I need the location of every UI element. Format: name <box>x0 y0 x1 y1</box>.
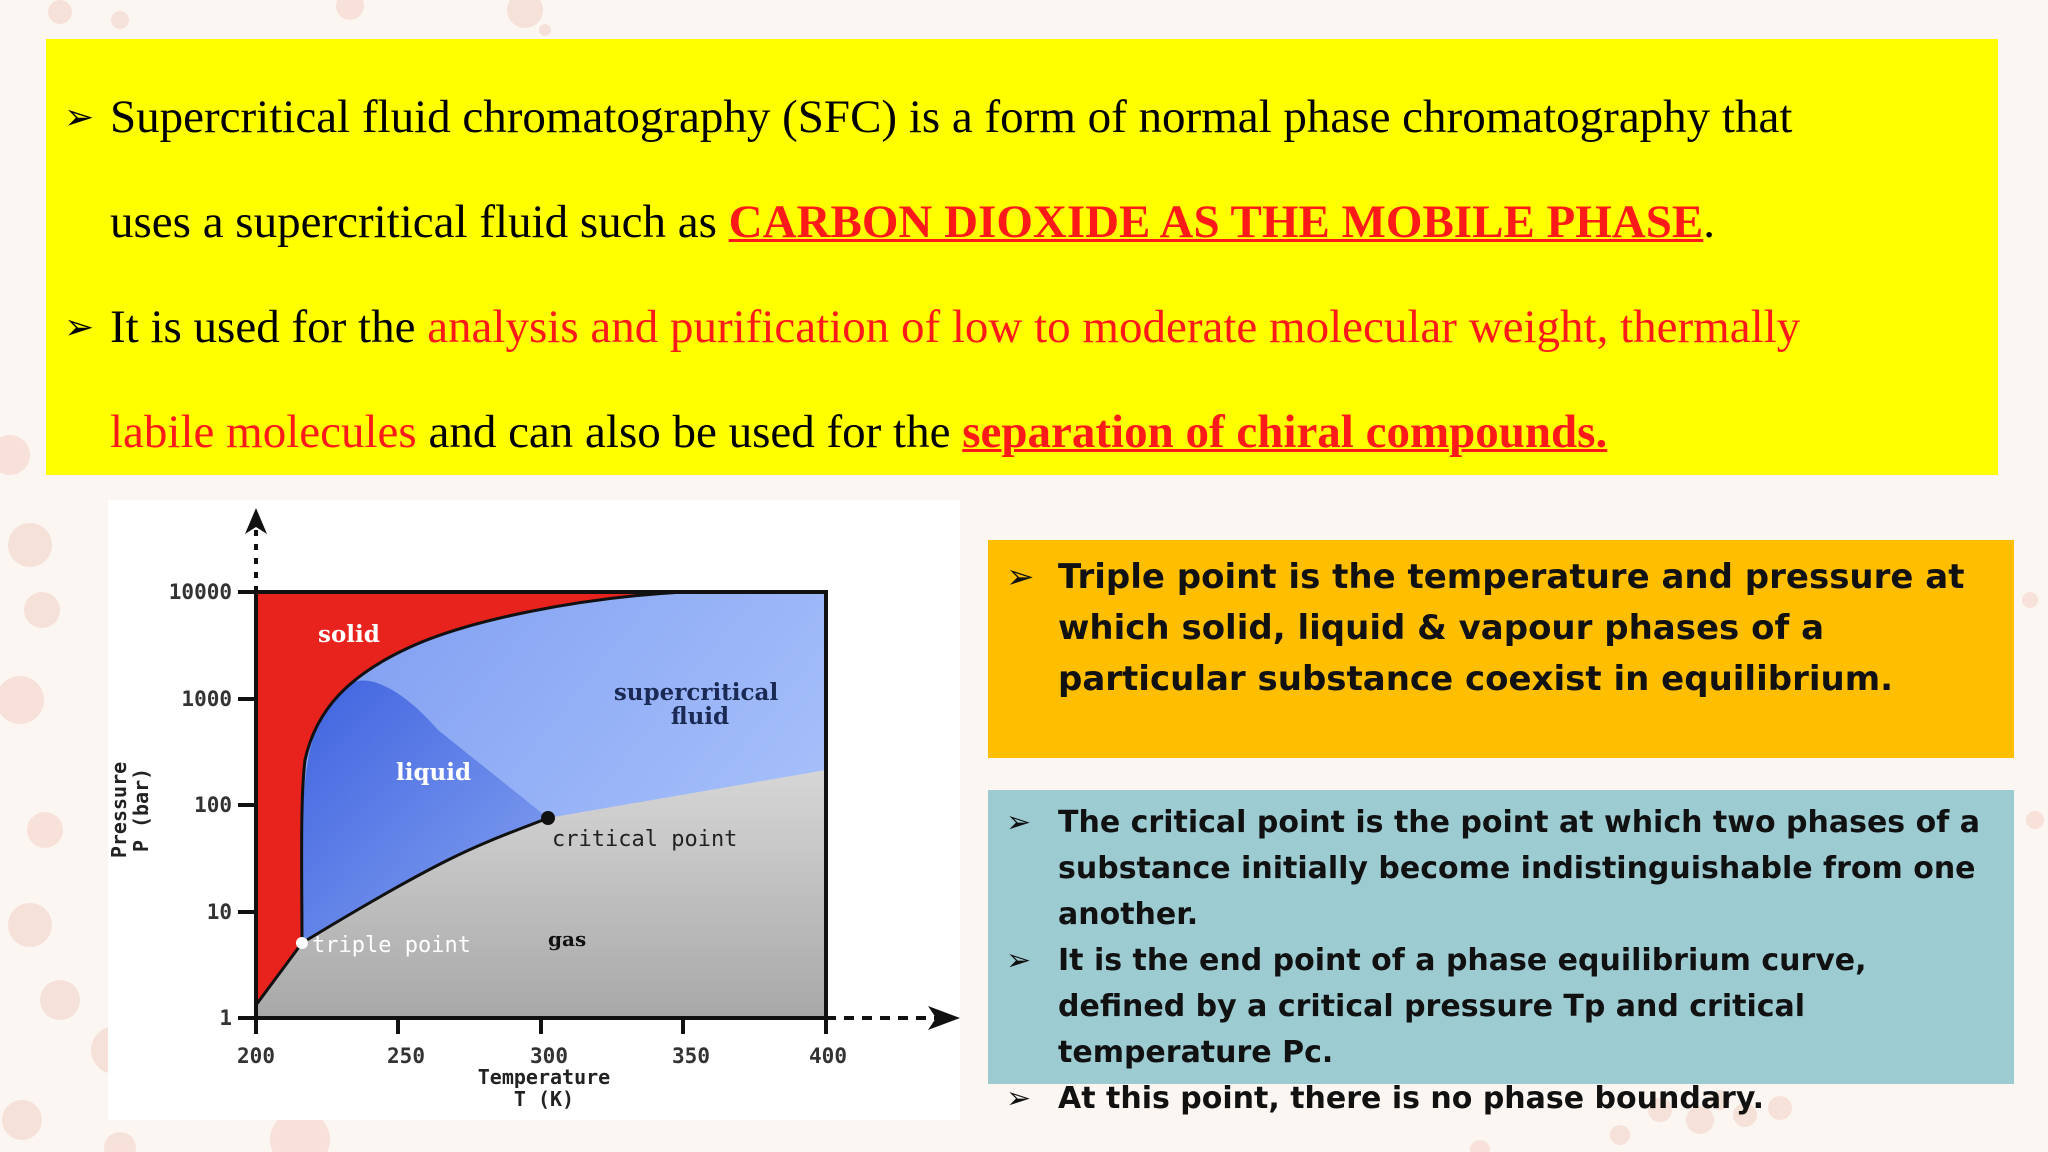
triple-point-box: ➢ Triple point is the temperature and pr… <box>988 540 2014 758</box>
solid-liquid-boundary <box>300 590 684 944</box>
critical-point-label: critical point <box>552 827 737 852</box>
intro-text: and can also be used for the <box>416 406 963 458</box>
critical-point-text: It is the end point of a phase equilibri… <box>1058 943 1867 1070</box>
solid-gas-boundary <box>254 942 304 1006</box>
region-gas-fill <box>256 770 826 1018</box>
supercritical-region-label-2: fluid <box>671 703 729 730</box>
y-tick-label: 10000 <box>169 580 232 604</box>
intro-line-4: labile molecules and can also be used fo… <box>64 380 1968 485</box>
analysis-highlight: labile molecules <box>110 406 417 458</box>
x-axis-label-unit: T (K) <box>514 1087 574 1111</box>
y-tick-label: 1000 <box>181 687 232 711</box>
intro-line-2: uses a supercritical fluid such as CARBO… <box>64 170 1968 275</box>
critical-point-item: ➢ At this point, there is no phase bound… <box>1006 1076 1996 1122</box>
critical-point-text: The critical point is the point at which… <box>1058 805 1980 932</box>
critical-point-text: At this point, there is no phase boundar… <box>1058 1081 1765 1116</box>
y-tick-label: 10 <box>207 900 232 924</box>
mobile-phase-highlight: CARBON DIOXIDE AS THE MOBILE PHASE <box>728 196 1704 248</box>
arrow-bullet-icon: ➢ <box>1006 557 1035 597</box>
y-axis-label-unit: P (bar) <box>129 768 153 852</box>
triple-point-text: Triple point is the temperature and pres… <box>1058 557 1965 699</box>
triple-point-label: triple point <box>312 933 471 958</box>
x-axis-arrowhead-icon <box>928 1006 960 1030</box>
chiral-highlight: separation of chiral compounds. <box>962 406 1608 458</box>
phase-diagram-panel: 10000 1000 100 10 1 200 250 300 350 400 … <box>107 500 960 1120</box>
phase-diagram: 10000 1000 100 10 1 200 250 300 350 400 … <box>107 508 960 1111</box>
intro-text: It is used for the <box>110 301 428 353</box>
critical-point-item: ➢ It is the end point of a phase equilib… <box>1006 938 1996 1076</box>
liquid-gas-boundary <box>301 816 549 945</box>
analysis-highlight: analysis and purification of low to mode… <box>427 301 1801 353</box>
region-liquid-fill <box>302 680 548 943</box>
arrow-bullet-icon: ➢ <box>64 97 95 138</box>
critical-point-marker <box>541 811 555 825</box>
critical-point-item: ➢ The critical point is the point at whi… <box>1006 800 1996 938</box>
x-tick-label: 200 <box>237 1044 275 1068</box>
intro-text: . <box>1703 196 1715 248</box>
x-tick-label: 300 <box>530 1044 568 1068</box>
supercritical-region-label: supercritical <box>614 679 779 706</box>
y-axis-label: Pressure <box>108 762 131 858</box>
critical-point-box: ➢ The critical point is the point at whi… <box>988 790 2014 1116</box>
y-tick-label: 100 <box>194 793 232 817</box>
y-tick-label: 1 <box>219 1006 232 1030</box>
x-tick-label: 250 <box>387 1044 425 1068</box>
y-axis-arrowhead-icon <box>245 508 267 534</box>
intro-line-1: ➢ Supercritical fluid chromatography (SF… <box>64 65 1968 170</box>
intro-box: ➢ Supercritical fluid chromatography (SF… <box>46 39 1998 475</box>
triple-point-marker <box>296 937 308 949</box>
liquid-region-label: liquid <box>396 759 471 786</box>
x-tick-label: 350 <box>672 1044 710 1068</box>
intro-line-3: ➢ It is used for the analysis and purifi… <box>64 275 1968 380</box>
arrow-bullet-icon: ➢ <box>1006 805 1032 840</box>
x-axis-label: Temperature <box>478 1065 610 1089</box>
intro-text: Supercritical fluid chromatography (SFC)… <box>110 91 1793 143</box>
arrow-bullet-icon: ➢ <box>64 307 95 348</box>
solid-region-label: solid <box>318 621 380 648</box>
gas-region-label: gas <box>548 927 586 951</box>
arrow-bullet-icon: ➢ <box>1006 943 1032 978</box>
intro-text: uses a supercritical fluid such as <box>110 196 729 248</box>
x-tick-label: 400 <box>809 1044 847 1068</box>
arrow-bullet-icon: ➢ <box>1006 1081 1032 1116</box>
triple-point-item: ➢ Triple point is the temperature and pr… <box>1006 552 1996 705</box>
region-solid-fill <box>256 592 683 1005</box>
